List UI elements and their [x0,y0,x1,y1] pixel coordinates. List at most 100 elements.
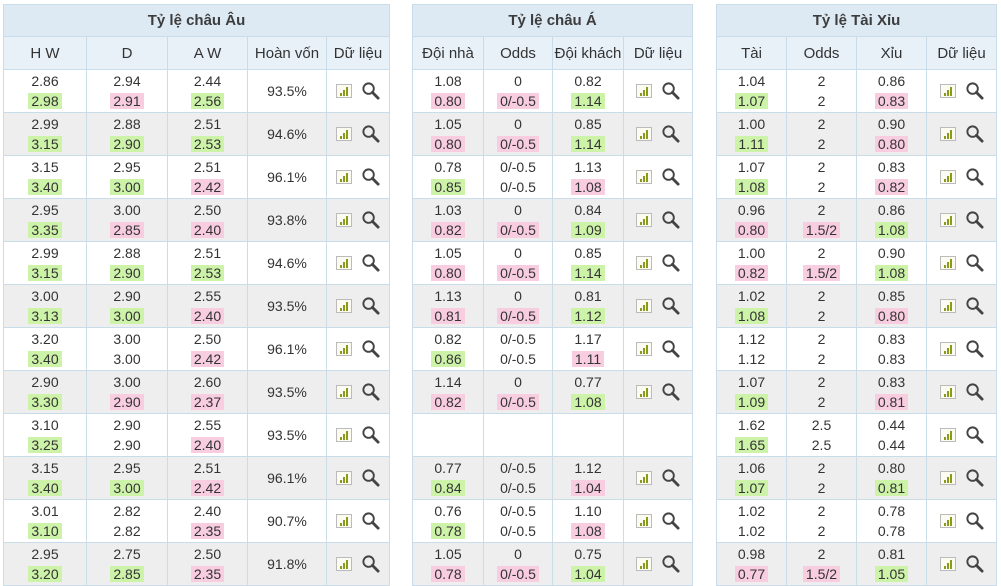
home-team-odds-value: 0.78 [431,566,465,582]
away-win-odds-current: 2.56 [168,91,247,111]
bar-chart-icon[interactable] [336,298,352,313]
magnifier-icon[interactable] [965,81,984,100]
bar-chart-icon[interactable] [939,513,956,528]
magnifier-icon[interactable] [661,339,680,358]
table-row: 1.05 0.80 0 0/-0.5 0.85 1.14 [412,112,694,156]
magnifier-icon[interactable] [965,511,984,530]
magnifier-icon[interactable] [361,339,380,358]
bar-chart-icon[interactable] [636,556,653,571]
handicap-line-opening: 0 [484,200,552,220]
home-win-odds-current: 3.40 [4,349,86,369]
bar-chart-icon[interactable] [336,212,352,227]
magnifier-icon[interactable] [361,253,380,272]
away-win-odds-cell: 2.60 2.37 [167,370,248,414]
data-actions [636,296,680,315]
draw-odds-value: 3.00 [110,308,144,324]
bar-chart-icon[interactable] [336,384,352,399]
magnifier-icon[interactable] [661,468,680,487]
away-win-odds-value: 2.51 [193,159,222,175]
bar-chart-icon[interactable] [636,83,653,98]
magnifier-icon[interactable] [361,296,380,315]
magnifier-icon[interactable] [661,296,680,315]
magnifier-icon[interactable] [361,124,380,143]
away-win-odds-opening: 2.51 [168,114,247,134]
bar-chart-icon[interactable] [336,427,352,442]
magnifier-icon[interactable] [965,124,984,143]
bar-chart-icon[interactable] [636,169,653,184]
magnifier-icon[interactable] [361,210,380,229]
total-line-value: 1.5/2 [802,566,841,582]
bar-chart-icon[interactable] [939,470,956,485]
bar-chart-icon[interactable] [336,513,352,528]
bar-chart-icon[interactable] [939,83,956,98]
magnifier-icon[interactable] [661,124,680,143]
magnifier-icon[interactable] [361,167,380,186]
bar-chart-icon[interactable] [636,470,653,485]
magnifier-icon[interactable] [965,253,984,272]
total-line-value: 2 [817,394,826,410]
magnifier-icon[interactable] [661,511,680,530]
magnifier-icon[interactable] [661,81,680,100]
away-team-odds-opening: 0.84 [553,200,623,220]
magnifier-icon[interactable] [661,382,680,401]
magnifier-icon[interactable] [965,167,984,186]
over-odds-opening: 1.02 [717,286,786,306]
bar-chart-icon[interactable] [636,384,653,399]
magnifier-icon[interactable] [965,554,984,573]
header-data: Dữ liệu [925,36,998,70]
bar-chart-icon[interactable] [336,341,352,356]
bar-chart-icon[interactable] [939,212,956,227]
magnifier-icon[interactable] [965,210,984,229]
magnifier-icon[interactable] [661,210,680,229]
bar-chart-icon[interactable] [336,83,352,98]
handicap-line-value: 0 [514,202,522,218]
bar-chart-icon[interactable] [939,126,956,141]
magnifier-icon[interactable] [965,339,984,358]
bar-chart-icon[interactable] [939,255,956,270]
bar-chart-icon[interactable] [336,556,352,571]
bar-chart-icon[interactable] [636,341,653,356]
magnifier-icon[interactable] [361,81,380,100]
under-odds-value: 0.83 [877,159,906,175]
bar-chart-icon[interactable] [939,341,956,356]
home-win-odds-cell: 2.99 3.15 [3,241,87,285]
bar-chart-icon[interactable] [636,126,653,141]
magnifier-icon[interactable] [965,382,984,401]
bar-chart-icon[interactable] [336,169,352,184]
data-actions [939,124,984,143]
bar-chart-icon[interactable] [939,169,956,184]
magnifier-icon[interactable] [361,511,380,530]
magnifier-icon[interactable] [361,425,380,444]
bar-chart-icon[interactable] [336,126,352,141]
bar-chart-icon[interactable] [939,427,956,442]
magnifier-icon[interactable] [661,253,680,272]
bar-chart-icon[interactable] [636,255,653,270]
bar-chart-icon[interactable] [636,298,653,313]
bar-chart-icon[interactable] [336,255,352,270]
bar-chart-icon[interactable] [636,212,653,227]
magnifier-icon[interactable] [661,554,680,573]
home-win-odds-opening: 2.86 [4,71,86,91]
handicap-line-cell: 0 0/-0.5 [483,542,553,586]
total-line-current: 2 [787,177,856,197]
draw-odds-current: 2.90 [87,435,167,455]
magnifier-icon[interactable] [361,554,380,573]
bar-chart-icon[interactable] [939,556,956,571]
bar-chart-icon[interactable] [939,298,956,313]
under-odds-current: 0.81 [857,478,926,498]
magnifier-icon[interactable] [661,167,680,186]
magnifier-icon[interactable] [361,382,380,401]
bar-chart-icon[interactable] [336,470,352,485]
magnifier-icon[interactable] [965,425,984,444]
bar-chart-icon[interactable] [636,513,653,528]
magnifier-icon[interactable] [361,468,380,487]
under-odds-current: 1.08 [857,263,926,283]
magnifier-icon[interactable] [965,468,984,487]
handicap-line-value: 0 [514,374,522,390]
data-actions-cell [325,112,391,156]
bar-chart-icon[interactable] [939,384,956,399]
home-win-odds-value: 2.95 [31,202,59,218]
over-odds-cell: 1.00 1.11 [716,112,787,156]
handicap-line-value: 0 [514,245,522,261]
magnifier-icon[interactable] [965,296,984,315]
